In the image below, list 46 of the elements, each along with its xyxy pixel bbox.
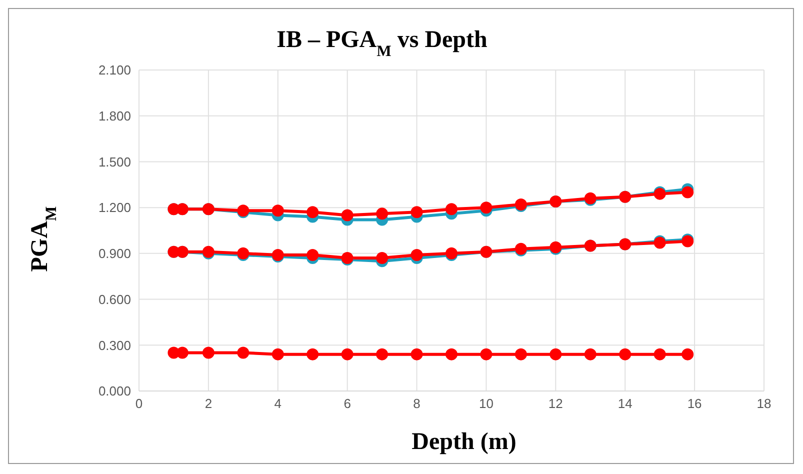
point xyxy=(410,206,423,218)
point xyxy=(682,348,694,360)
x-tick-label: 10 xyxy=(478,396,494,412)
chart-title: IB – PGA$_{M}$ vs Depth xyxy=(276,27,488,60)
y-tick-label: 1.200 xyxy=(98,200,131,216)
point xyxy=(480,202,492,214)
point xyxy=(446,203,458,216)
y-tick-label: 2.100 xyxy=(98,62,131,78)
x-tick-label: 4 xyxy=(274,396,282,412)
point xyxy=(376,348,388,360)
x-tick-label: 6 xyxy=(344,396,351,412)
y-tick-label: 0.000 xyxy=(98,384,131,399)
x-tick-label: 16 xyxy=(687,396,702,412)
x-tick-label: 12 xyxy=(548,396,563,412)
point xyxy=(550,348,562,360)
point xyxy=(654,348,666,360)
point xyxy=(376,252,388,264)
point xyxy=(480,348,492,360)
x-tick-label: 8 xyxy=(413,396,420,412)
point xyxy=(376,208,388,220)
x-tick-label: 0 xyxy=(135,396,143,412)
point xyxy=(272,348,284,360)
point xyxy=(619,348,632,360)
point xyxy=(237,346,250,359)
y-tick-label: 0.600 xyxy=(98,292,131,307)
point xyxy=(410,248,423,261)
point xyxy=(306,248,319,261)
point xyxy=(341,348,354,360)
y-tick-label: 0.300 xyxy=(98,338,131,353)
y-tick-label: 0.900 xyxy=(98,246,131,262)
point xyxy=(682,186,694,198)
x-tick-label: 2 xyxy=(204,396,212,412)
point xyxy=(514,348,527,360)
x-axis-title: Depth (m) xyxy=(412,429,516,455)
point xyxy=(272,204,284,217)
y-tick-label: 1.500 xyxy=(98,154,131,170)
x-tick-label: 18 xyxy=(756,396,772,412)
point xyxy=(584,348,596,360)
point xyxy=(306,348,319,360)
point xyxy=(446,348,458,360)
point xyxy=(306,206,319,218)
y-tick-label: 1.800 xyxy=(98,108,131,124)
point xyxy=(202,346,214,359)
point xyxy=(341,209,354,222)
x-tick-label: 14 xyxy=(618,396,632,412)
point xyxy=(410,348,423,360)
